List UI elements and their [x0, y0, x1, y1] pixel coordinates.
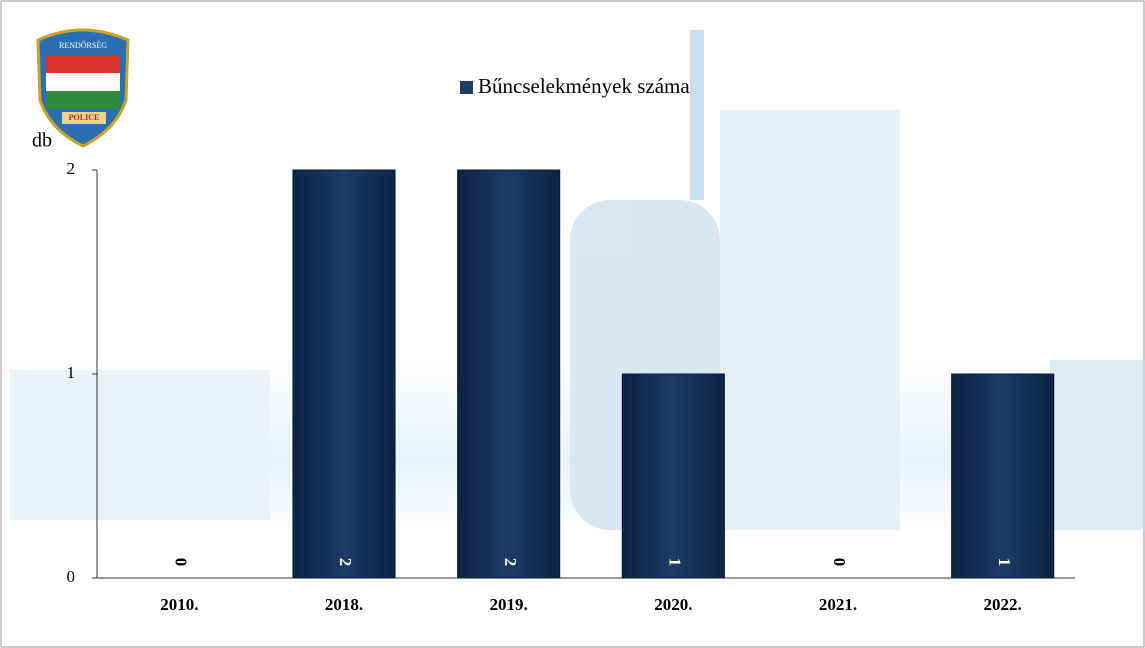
bar: [292, 169, 396, 579]
logo-bottom: POLICE: [69, 113, 100, 122]
x-tick-label: 2020.: [654, 595, 692, 614]
bar: [621, 373, 725, 579]
data-label: 1: [995, 558, 1014, 567]
y-tick-label: 2: [67, 159, 76, 178]
x-tick-label: 2019.: [490, 595, 528, 614]
bar: [951, 373, 1055, 579]
y-tick-label: 1: [67, 363, 76, 382]
legend-label: Bűncselekmények száma: [478, 74, 690, 98]
legend-swatch: [460, 81, 473, 94]
x-tick-label: 2010.: [160, 595, 198, 614]
data-label: 0: [830, 558, 849, 567]
logo: RENDŐRSÉG POLICE: [36, 28, 130, 148]
logo-top: RENDŐRSÉG: [59, 40, 107, 50]
data-label: 0: [171, 558, 190, 567]
x-tick-label: 2021.: [819, 595, 857, 614]
data-label: 2: [501, 558, 520, 567]
y-axis-label: db: [32, 130, 52, 152]
background-image: [10, 30, 1145, 530]
bar: [457, 169, 561, 579]
data-label: 2: [336, 558, 355, 567]
data-label: 1: [665, 558, 684, 567]
x-tick-label: 2018.: [325, 595, 363, 614]
y-tick-label: 0: [67, 567, 76, 586]
x-tick-label: 2022.: [984, 595, 1022, 614]
